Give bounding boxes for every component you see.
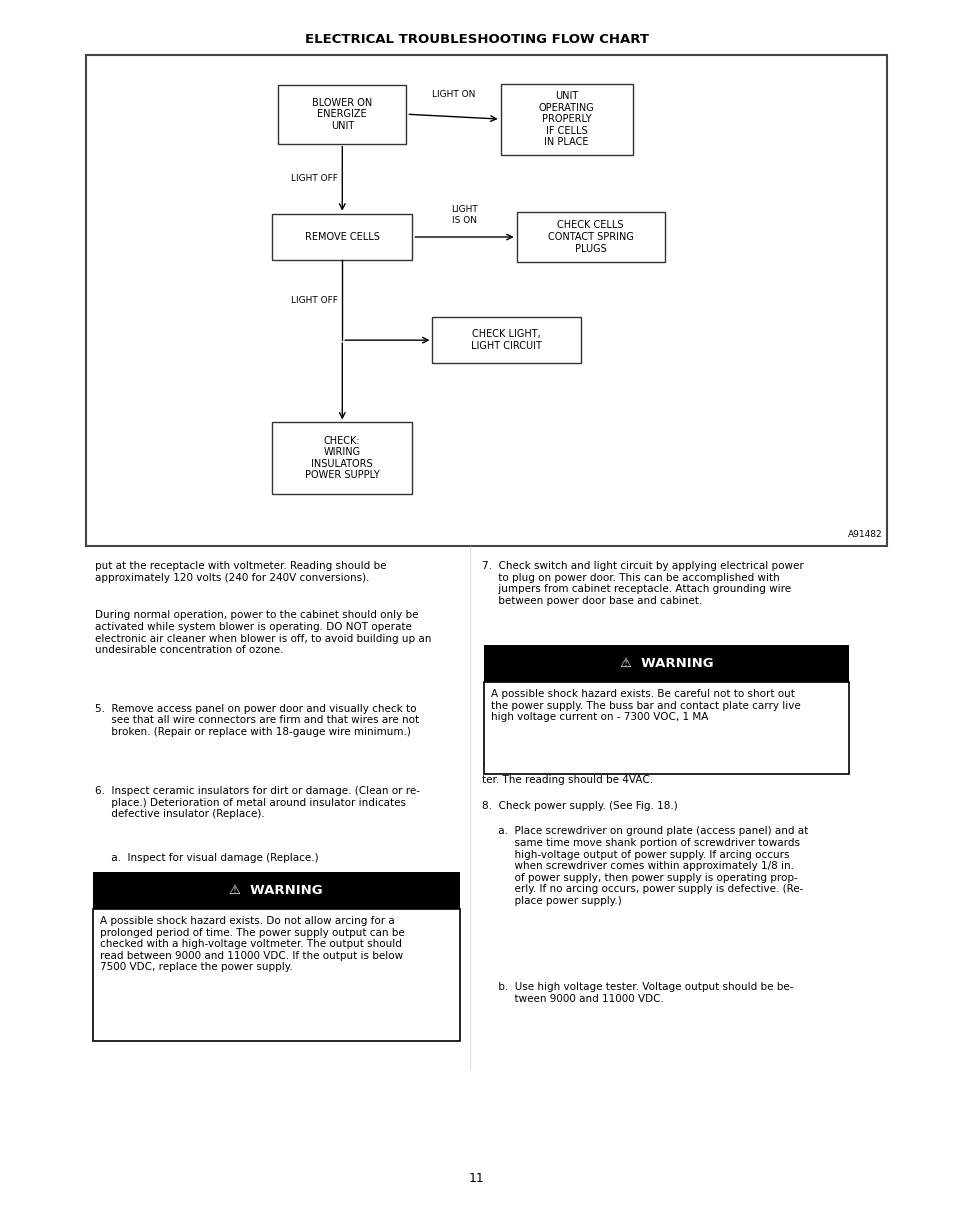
Bar xyxy=(278,85,406,144)
Bar xyxy=(272,422,412,494)
Text: LIGHT ON: LIGHT ON xyxy=(432,91,475,99)
Bar xyxy=(272,214,412,260)
Text: A possible shock hazard exists. Do not allow arcing for a
prolonged period of ti: A possible shock hazard exists. Do not a… xyxy=(100,916,404,973)
Text: A91482: A91482 xyxy=(847,530,882,539)
Text: LIGHT
IS ON: LIGHT IS ON xyxy=(451,205,477,225)
Bar xyxy=(92,909,459,1041)
Text: LIGHT OFF: LIGHT OFF xyxy=(291,174,337,183)
Text: 6.  Inspect ceramic insulators for dirt or damage. (Clean or re-
     place.) De: 6. Inspect ceramic insulators for dirt o… xyxy=(95,786,420,819)
Text: UNIT
OPERATING
PROPERLY
IF CELLS
IN PLACE: UNIT OPERATING PROPERLY IF CELLS IN PLAC… xyxy=(538,91,594,147)
Bar xyxy=(483,682,848,774)
Text: 5.  Remove access panel on power door and visually check to
     see that all wi: 5. Remove access panel on power door and… xyxy=(95,704,419,737)
Text: The L.E.D. light circuit output can be checked with a voltme-
ter. The reading s: The L.E.D. light circuit output can be c… xyxy=(481,764,797,786)
Text: 7.  Check switch and light circuit by applying electrical power
     to plug on : 7. Check switch and light circuit by app… xyxy=(481,561,802,605)
Bar xyxy=(86,55,886,546)
Bar xyxy=(92,872,459,909)
Text: During normal operation, power to the cabinet should only be
activated while sys: During normal operation, power to the ca… xyxy=(95,610,432,655)
Text: ⚠  WARNING: ⚠ WARNING xyxy=(618,657,713,669)
Text: put at the receptacle with voltmeter. Reading should be
approximately 120 volts : put at the receptacle with voltmeter. Re… xyxy=(95,561,387,583)
Bar xyxy=(432,317,580,363)
Text: ELECTRICAL TROUBLESHOOTING FLOW CHART: ELECTRICAL TROUBLESHOOTING FLOW CHART xyxy=(305,33,648,45)
Bar xyxy=(516,212,664,262)
Text: a.  Place screwdriver on ground plate (access panel) and at
          same time : a. Place screwdriver on ground plate (ac… xyxy=(481,826,807,906)
Text: LIGHT OFF: LIGHT OFF xyxy=(291,296,337,305)
Text: A possible shock hazard exists. Be careful not to short out
the power supply. Th: A possible shock hazard exists. Be caref… xyxy=(491,689,801,722)
Text: REMOVE CELLS: REMOVE CELLS xyxy=(305,232,379,242)
Text: b.  Use high voltage tester. Voltage output should be be-
          tween 9000 a: b. Use high voltage tester. Voltage outp… xyxy=(481,982,793,1005)
Text: CHECK:
WIRING
INSULATORS
POWER SUPPLY: CHECK: WIRING INSULATORS POWER SUPPLY xyxy=(305,436,379,480)
Text: CHECK CELLS
CONTACT SPRING
PLUGS: CHECK CELLS CONTACT SPRING PLUGS xyxy=(547,220,633,254)
Bar xyxy=(500,84,632,155)
Bar xyxy=(483,645,848,682)
Text: 8.  Check power supply. (See Fig. 18.): 8. Check power supply. (See Fig. 18.) xyxy=(481,801,677,810)
Text: CHECK LIGHT,
LIGHT CIRCUIT: CHECK LIGHT, LIGHT CIRCUIT xyxy=(471,329,541,351)
Text: ⚠  WARNING: ⚠ WARNING xyxy=(229,884,323,896)
Text: 11: 11 xyxy=(469,1173,484,1185)
Text: a.  Inspect for visual damage (Replace.): a. Inspect for visual damage (Replace.) xyxy=(95,853,318,863)
Text: BLOWER ON
ENERGIZE
UNIT: BLOWER ON ENERGIZE UNIT xyxy=(312,97,372,131)
